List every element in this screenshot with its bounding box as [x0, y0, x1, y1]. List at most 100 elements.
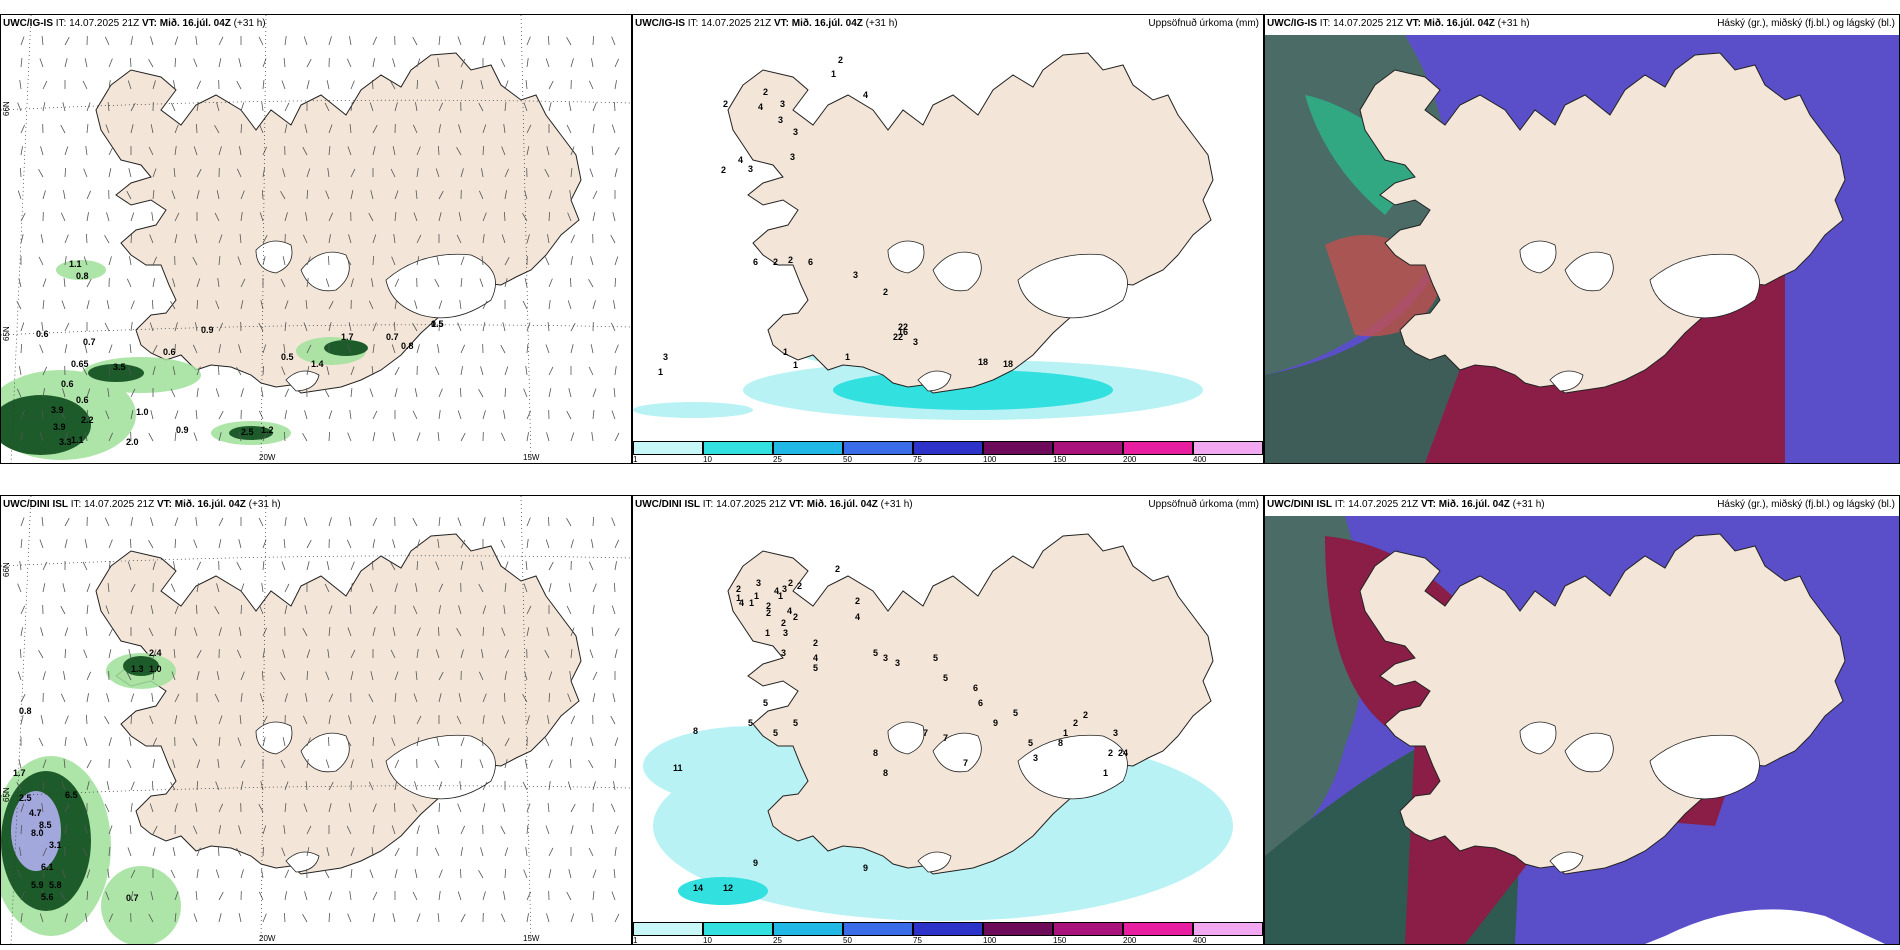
wind-barb [303, 322, 308, 332]
legend-tick-label: 75 [913, 455, 922, 464]
precip-value-label: 7 [943, 733, 948, 743]
wind-barb [415, 671, 418, 681]
wind-barb [460, 649, 464, 659]
precip-value-label: 2 [835, 564, 840, 574]
wind-barb [105, 410, 110, 420]
wind-barb [348, 322, 352, 332]
wind-barb [20, 913, 23, 923]
wind-barb [548, 102, 552, 112]
wind-barb [170, 301, 176, 310]
wind-barb [42, 561, 48, 571]
wind-barb [437, 539, 440, 549]
wind-barb [127, 366, 132, 376]
wind-barb [151, 212, 154, 222]
wind-barb [104, 803, 110, 813]
wind-barb [258, 322, 264, 332]
wind-barb [61, 300, 66, 310]
legend-swatch [633, 922, 703, 936]
wind-barb [262, 715, 268, 725]
precip-value-label: 3 [793, 127, 798, 137]
wind-barb [306, 278, 309, 288]
wind-barb [570, 432, 575, 442]
wind-map: 20W 15W 66N 65N 2.4 1.0 1.3 0.8 1.7 6.5 2.5 4.7… [1, 496, 631, 944]
wind-barb [504, 847, 509, 857]
wind-barb [438, 891, 441, 901]
wind-barb [416, 913, 421, 923]
wind-barb [218, 146, 222, 156]
glacier [1649, 253, 1760, 319]
iceland-coastline [95, 52, 582, 394]
wind-barb [394, 847, 400, 857]
wind-barb [262, 80, 265, 90]
wind-barb [504, 80, 509, 90]
wind-barb [526, 803, 531, 813]
wind-value-label: 0.8 [401, 341, 414, 351]
wind-barb [416, 58, 421, 68]
panel-header: UWC/DINI ISL IT: 14.07.2025 21Z VT: Mið.… [3, 499, 281, 510]
wind-barb [460, 278, 463, 288]
wind-barb [588, 279, 594, 288]
wind-barb [193, 58, 198, 68]
wind-barb [196, 168, 202, 178]
wind-barb [262, 846, 265, 857]
wind-barb [174, 410, 179, 420]
wind-barb [129, 256, 132, 266]
wind-barb [85, 627, 88, 637]
wind-barb [282, 737, 286, 747]
wind-barb [350, 583, 353, 593]
wind-barb [369, 583, 374, 593]
wind-barb [480, 847, 484, 857]
wind-barb [414, 300, 418, 310]
wind-barb [526, 58, 529, 68]
wind-barb [390, 168, 396, 178]
wind-barb [218, 825, 221, 835]
wind-value-label: 0.7 [83, 337, 96, 347]
wind-barb [569, 758, 572, 769]
wind-barb [590, 825, 594, 835]
wind-barb [504, 671, 507, 681]
wind-barb [20, 693, 26, 703]
wind-barb [283, 912, 286, 923]
wind-barb [394, 781, 397, 791]
panel-header: UWC/DINI ISL IT: 14.07.2025 21Z VT: Mið.… [635, 499, 913, 510]
wind-barb [613, 388, 616, 398]
wind-barb [19, 847, 22, 857]
wind-barb [19, 167, 22, 178]
glacier [887, 721, 925, 755]
legend-tick-label: 25 [773, 936, 782, 945]
wind-barb [130, 803, 133, 813]
wind-barb [350, 366, 355, 376]
wind-barb [570, 913, 575, 923]
iceland-coastline [95, 533, 582, 875]
wind-barb [238, 432, 242, 442]
precip-dark-shading [1, 340, 368, 455]
wind-barb [20, 605, 26, 615]
wind-barb [61, 781, 66, 791]
wind-barb [86, 583, 91, 593]
wind-barb [108, 627, 114, 637]
wind-barb [108, 825, 113, 835]
wind-barb [438, 671, 444, 681]
wind-barb [327, 649, 330, 659]
wind-barb [192, 256, 198, 266]
wind-barb [346, 257, 352, 266]
iceland-coastline [1359, 533, 1846, 875]
wind-barb [503, 211, 506, 222]
wind-barb [415, 190, 418, 200]
wind-barb [306, 649, 311, 659]
wind-barb [40, 715, 44, 725]
wind-barb [218, 913, 222, 923]
wind-barb [20, 146, 23, 156]
wind-barb [64, 322, 70, 332]
wind-barb [457, 803, 462, 813]
precip-value-label: 8 [693, 726, 698, 736]
wind-barb [412, 605, 418, 615]
wind-barb [368, 300, 374, 310]
wind-barb [592, 410, 595, 420]
wind-barb [42, 869, 45, 879]
legend-tick-label: 1 [633, 936, 638, 945]
wind-barb [306, 256, 311, 266]
wind-barb [482, 715, 485, 725]
wind-barb [526, 432, 529, 442]
wind-barb [328, 124, 333, 134]
